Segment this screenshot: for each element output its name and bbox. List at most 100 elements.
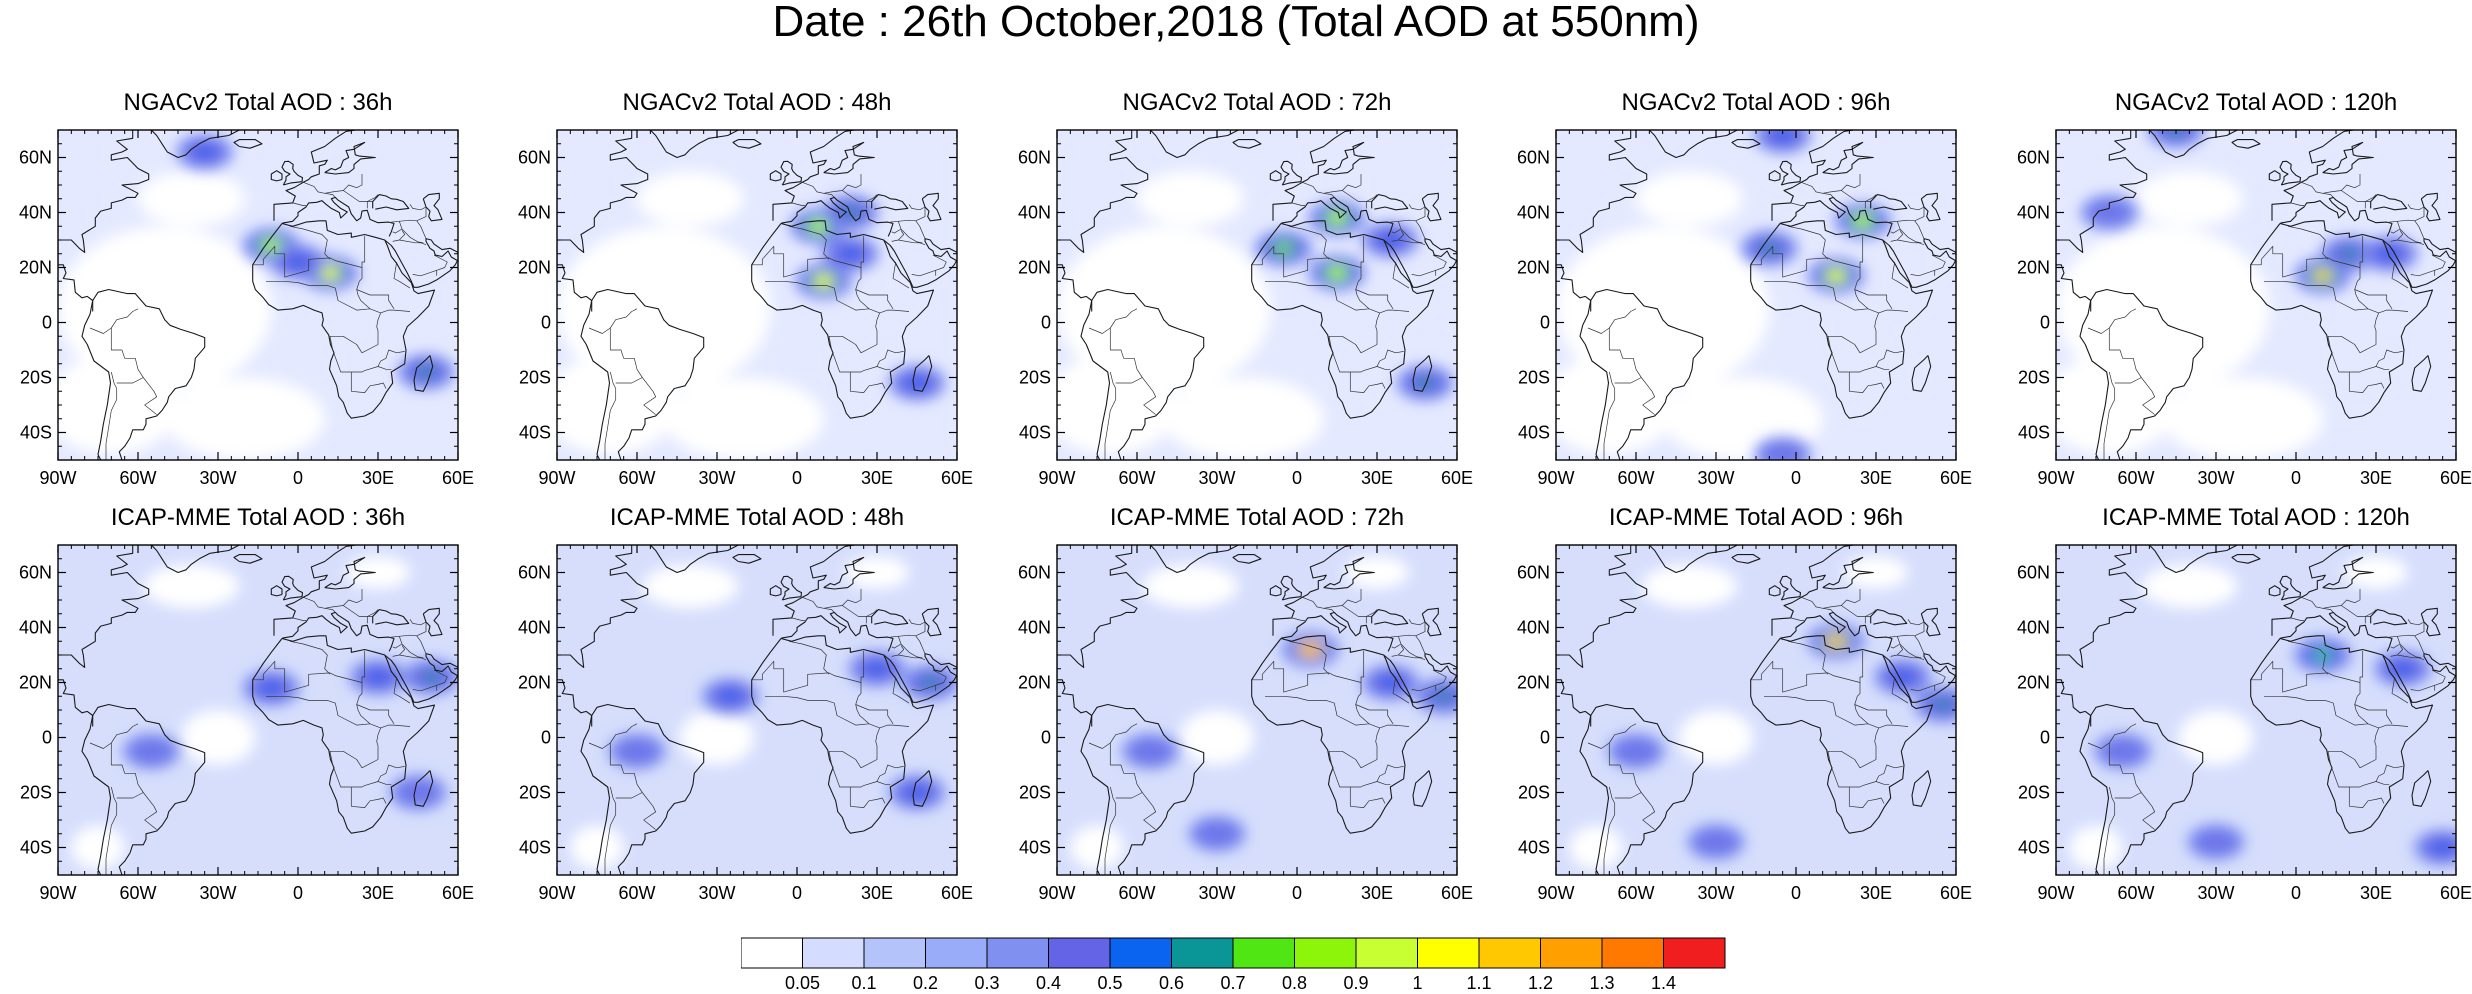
lat-tick-label: 60N	[19, 148, 52, 168]
map-panel: ICAP-MME Total AOD : 96h 60N 40N 20N 0 20S 40S…	[1517, 505, 1972, 904]
lon-tick-label: 60E	[2440, 883, 2472, 903]
country-border	[842, 190, 872, 202]
coastline-north-america	[2056, 130, 2148, 253]
coastline-uk	[281, 575, 304, 601]
country-border	[1890, 230, 1904, 242]
country-border	[1875, 349, 1903, 367]
country-border	[1328, 336, 1391, 373]
aod-plume	[909, 378, 925, 388]
country-border	[2431, 254, 2446, 276]
lat-tick-label: 60N	[2017, 148, 2050, 168]
country-border	[1291, 617, 1305, 621]
aod-plume	[869, 663, 885, 674]
coastline-mediterranean-north	[281, 611, 395, 652]
aod-plume	[1628, 746, 1644, 757]
lat-tick-label: 60N	[1018, 563, 1051, 583]
aod-plume	[842, 248, 859, 259]
aod-plume	[1828, 270, 1844, 281]
country-border	[105, 786, 118, 875]
panel-title: NGACv2 Total AOD : 96h	[1621, 89, 1891, 116]
country-border	[2301, 174, 2361, 194]
lat-tick-label: 0	[1041, 313, 1051, 333]
country-border	[1801, 174, 1861, 194]
aod-plume	[2314, 270, 2331, 281]
lat-tick-label: 60N	[518, 563, 551, 583]
country-border	[2290, 617, 2304, 621]
country-border	[588, 723, 638, 749]
lon-tick-label: 60W	[1617, 468, 1654, 488]
country-border	[356, 289, 395, 309]
coastline-mediterranean-north	[281, 196, 395, 237]
lon-tick-label: 30W	[1697, 468, 1734, 488]
lat-tick-label: 40S	[519, 838, 551, 858]
aod-plume	[2314, 650, 2331, 660]
country-border	[2390, 636, 2401, 649]
coastline-black-sea	[871, 609, 909, 626]
lat-tick-label: 20N	[518, 673, 551, 693]
country-border	[1109, 328, 1157, 415]
coastline-europe	[1771, 130, 1858, 221]
country-border	[2301, 589, 2361, 609]
lon-tick-label: 90W	[2037, 468, 2074, 488]
coastline-ireland	[270, 585, 283, 597]
country-border	[110, 743, 158, 830]
country-border	[1291, 202, 1305, 206]
country-border	[2322, 192, 2334, 198]
lon-tick-label: 60W	[119, 468, 156, 488]
aod-colorbar: 0.05 0.1 0.2 0.3 0.4 0.5 0.6 0.7 0.8 0.9 1 1.1 1.2 1.…	[741, 937, 1726, 993]
coastline-europe	[273, 545, 360, 636]
aod-plume	[322, 268, 338, 278]
aod-plume	[290, 257, 306, 267]
coastline-south-america-west	[1080, 300, 1111, 460]
map-background	[58, 545, 458, 875]
coastline-greenland	[1648, 545, 1738, 574]
aod-plume	[143, 746, 160, 757]
coastline-iceland	[1731, 139, 1761, 149]
coastline-europe	[1272, 545, 1359, 636]
aod-plume	[196, 147, 213, 157]
country-border	[2375, 764, 2403, 782]
aod-plume	[629, 746, 645, 757]
coastline-europe	[772, 130, 859, 221]
country-border	[1109, 743, 1157, 830]
coastline-iceland	[2231, 139, 2261, 149]
country-border	[609, 743, 657, 830]
country-border	[392, 230, 406, 242]
colorbar-box	[1417, 937, 1480, 969]
country-border	[2250, 235, 2364, 278]
lon-tick-label: 60E	[1940, 468, 1972, 488]
lon-tick-label: 60W	[618, 883, 655, 903]
coastline-south-america-west	[1579, 300, 1610, 460]
coastline-mediterranean-north	[1280, 196, 1394, 237]
coastline-madagascar	[2411, 770, 2432, 807]
country-border	[2399, 643, 2422, 659]
lon-tick-label: 90W	[538, 468, 575, 488]
country-border	[1889, 634, 1925, 654]
country-border	[2354, 682, 2369, 725]
coastline-black-sea	[1870, 194, 1908, 211]
lon-tick-label: 30W	[1198, 468, 1235, 488]
country-border	[329, 751, 392, 788]
coastline-mediterranean-north	[2279, 611, 2393, 652]
country-border	[1400, 643, 1423, 659]
map-background	[2056, 545, 2456, 875]
coastline-greenland	[649, 545, 739, 574]
coastline-africa	[751, 635, 935, 834]
country-border	[802, 589, 862, 609]
country-border	[828, 336, 891, 373]
country-border	[890, 634, 926, 654]
country-border	[2264, 695, 2409, 729]
lon-tick-label: 60W	[2117, 468, 2154, 488]
country-border	[1907, 204, 1925, 222]
coastline-madagascar	[413, 355, 434, 392]
country-border	[891, 645, 905, 657]
country-border	[765, 280, 910, 314]
country-border	[1750, 235, 1864, 278]
aod-plume	[922, 677, 939, 688]
coastline-africa	[252, 635, 436, 834]
country-border	[2410, 269, 2435, 277]
country-border	[828, 751, 891, 788]
country-border	[330, 727, 382, 769]
country-border	[2264, 280, 2409, 314]
aod-plume	[1329, 213, 1345, 223]
